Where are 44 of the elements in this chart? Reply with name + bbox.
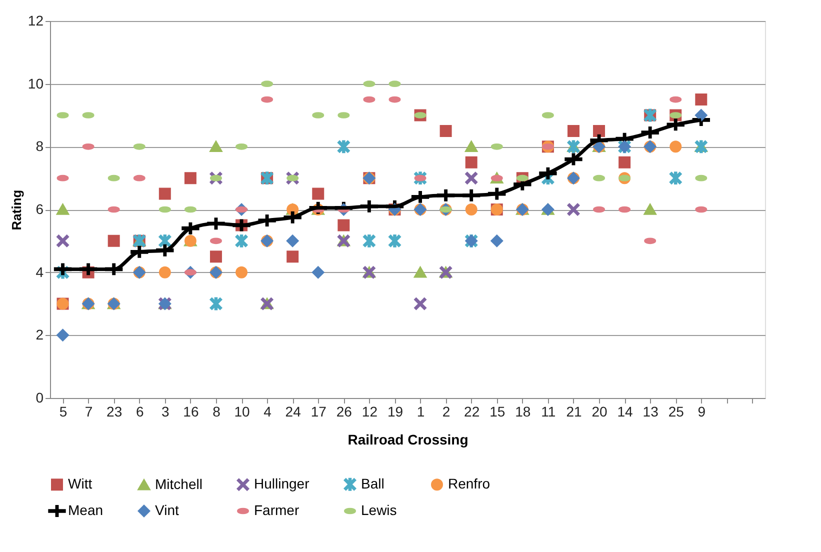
legend-label: Hullinger: [254, 476, 310, 492]
x-tick-label: 26: [336, 404, 352, 420]
legend-label: Renfro: [448, 476, 490, 492]
x-tick-label: 23: [106, 404, 122, 420]
x-tick-label: 22: [464, 404, 480, 420]
y-tick-label: 10: [28, 75, 44, 92]
x-tick-label: 15: [490, 404, 506, 420]
x-tick-label: 21: [566, 404, 582, 420]
x-tick-label: 20: [592, 404, 608, 420]
y-tick-label: 2: [36, 326, 44, 343]
x-tick-label: 6: [136, 404, 144, 420]
legend-label: Vint: [155, 502, 179, 518]
x-tick-label: 13: [642, 404, 659, 420]
y-tick-label: 6: [36, 201, 44, 217]
legend-label: Ball: [361, 475, 384, 492]
y-tick-label: 0: [36, 390, 44, 406]
x-tick-label: 9: [698, 404, 706, 420]
legend-label: Lewis: [361, 502, 397, 518]
y-tick-label: 12: [28, 12, 44, 28]
x-tick-label: 18: [515, 404, 531, 420]
x-tick-label: 14: [617, 404, 634, 420]
x-tick-label: 4: [264, 404, 272, 420]
x-tick-label: 2: [442, 404, 450, 420]
x-tick-label: 3: [162, 404, 170, 420]
x-tick-label: 11: [541, 404, 556, 420]
legend-label: Farmer: [254, 502, 300, 518]
x-tick-label: 16: [183, 404, 199, 420]
legend-label: Witt: [68, 476, 92, 492]
y-axis-title: Rating: [8, 190, 24, 230]
y-tick-label: 4: [36, 264, 44, 280]
legend-label: Mean: [68, 502, 104, 518]
x-tick-label: 7: [84, 404, 93, 420]
y-tick-label: 8: [36, 138, 44, 154]
x-tick-label: 12: [362, 404, 378, 420]
x-tick-label: 10: [234, 404, 250, 420]
x-tick-label: 24: [285, 404, 302, 420]
x-tick-label: 25: [668, 404, 684, 420]
x-tick-label: 5: [59, 404, 68, 420]
x-tick-label: 8: [212, 404, 221, 420]
x-tick-label: 1: [416, 404, 425, 420]
legend-label: Mitchell: [155, 476, 202, 492]
x-axis-title: Railroad Crossing: [348, 432, 468, 448]
x-tick-label: 17: [310, 404, 327, 420]
x-tick-label: 19: [387, 404, 404, 420]
